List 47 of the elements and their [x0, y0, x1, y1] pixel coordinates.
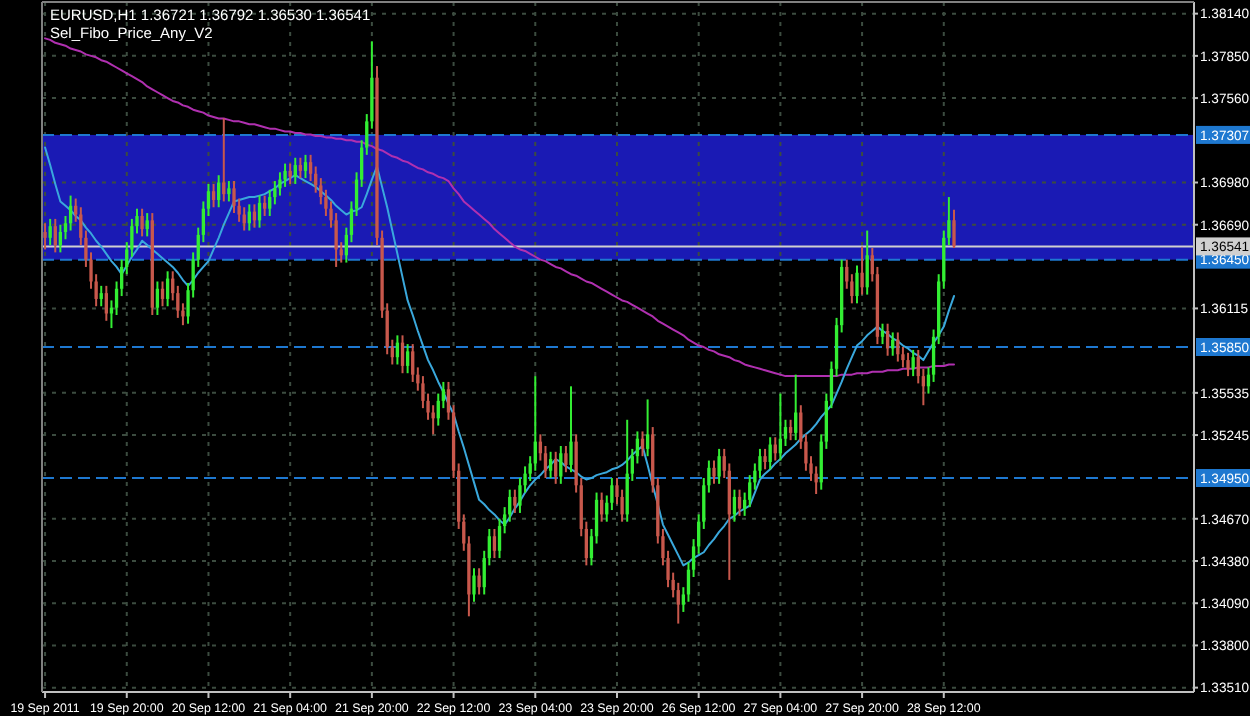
- candlestick: [211, 182, 216, 209]
- line-series: [44, 146, 955, 567]
- candlestick: [712, 459, 716, 485]
- candlestick: [855, 264, 859, 305]
- candlestick: [906, 351, 910, 378]
- candlestick: [140, 207, 144, 238]
- candlestick: [952, 208, 956, 250]
- candlestick: [559, 444, 563, 485]
- candlestick: [268, 188, 272, 217]
- candlestick: [860, 245, 864, 296]
- candlestick: [911, 348, 915, 378]
- candlestick: [788, 418, 793, 442]
- candlestick: [303, 153, 308, 180]
- candlestick: [477, 567, 481, 596]
- candlestick: [43, 222, 47, 251]
- candlestick: [104, 284, 108, 322]
- candlestick: [717, 447, 721, 485]
- candlestick: [400, 334, 405, 375]
- candlestick: [676, 581, 680, 625]
- candlestick: [262, 194, 267, 217]
- candlestick: [227, 180, 231, 203]
- candlestick: [564, 444, 568, 474]
- candlestick: [548, 450, 553, 480]
- candlestick: [472, 567, 476, 603]
- candlestick: [288, 162, 292, 185]
- candlestick: [145, 212, 149, 238]
- candlestick: [569, 385, 573, 474]
- candlestick: [293, 156, 297, 185]
- candlestick: [763, 447, 767, 471]
- candlestick: [155, 280, 160, 316]
- candlestick: [58, 223, 63, 254]
- candlestick: [278, 171, 282, 197]
- candlestick: [554, 450, 558, 485]
- candlestick: [298, 156, 303, 180]
- candlestick: [405, 343, 410, 375]
- candlestick: [865, 229, 869, 296]
- candlestick: [48, 217, 52, 247]
- candlestick: [53, 217, 57, 254]
- candlestick: [645, 398, 650, 458]
- candlestick: [99, 284, 103, 308]
- candlestick: [492, 527, 497, 560]
- candlestick: [513, 488, 517, 514]
- candlestick: [232, 180, 236, 215]
- candlestick: [737, 488, 742, 517]
- candlestick: [880, 322, 885, 346]
- candlestick: [283, 162, 287, 188]
- candlestick: [411, 343, 415, 383]
